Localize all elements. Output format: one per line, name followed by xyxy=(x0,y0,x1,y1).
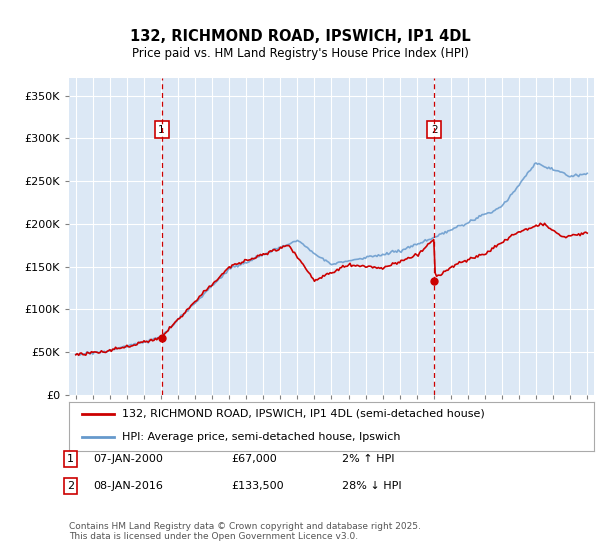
Text: 28% ↓ HPI: 28% ↓ HPI xyxy=(342,481,401,491)
Text: 1: 1 xyxy=(158,125,165,135)
Text: 132, RICHMOND ROAD, IPSWICH, IP1 4DL (semi-detached house): 132, RICHMOND ROAD, IPSWICH, IP1 4DL (se… xyxy=(121,409,484,419)
Text: 2: 2 xyxy=(67,481,74,491)
Text: 2: 2 xyxy=(431,125,437,135)
Text: 2% ↑ HPI: 2% ↑ HPI xyxy=(342,454,395,464)
Text: £133,500: £133,500 xyxy=(231,481,284,491)
Text: 08-JAN-2016: 08-JAN-2016 xyxy=(93,481,163,491)
Text: HPI: Average price, semi-detached house, Ipswich: HPI: Average price, semi-detached house,… xyxy=(121,432,400,442)
Text: 1: 1 xyxy=(67,454,74,464)
Text: Contains HM Land Registry data © Crown copyright and database right 2025.
This d: Contains HM Land Registry data © Crown c… xyxy=(69,522,421,542)
Text: Price paid vs. HM Land Registry's House Price Index (HPI): Price paid vs. HM Land Registry's House … xyxy=(131,46,469,60)
Text: 07-JAN-2000: 07-JAN-2000 xyxy=(93,454,163,464)
Text: 132, RICHMOND ROAD, IPSWICH, IP1 4DL: 132, RICHMOND ROAD, IPSWICH, IP1 4DL xyxy=(130,29,470,44)
Text: £67,000: £67,000 xyxy=(231,454,277,464)
